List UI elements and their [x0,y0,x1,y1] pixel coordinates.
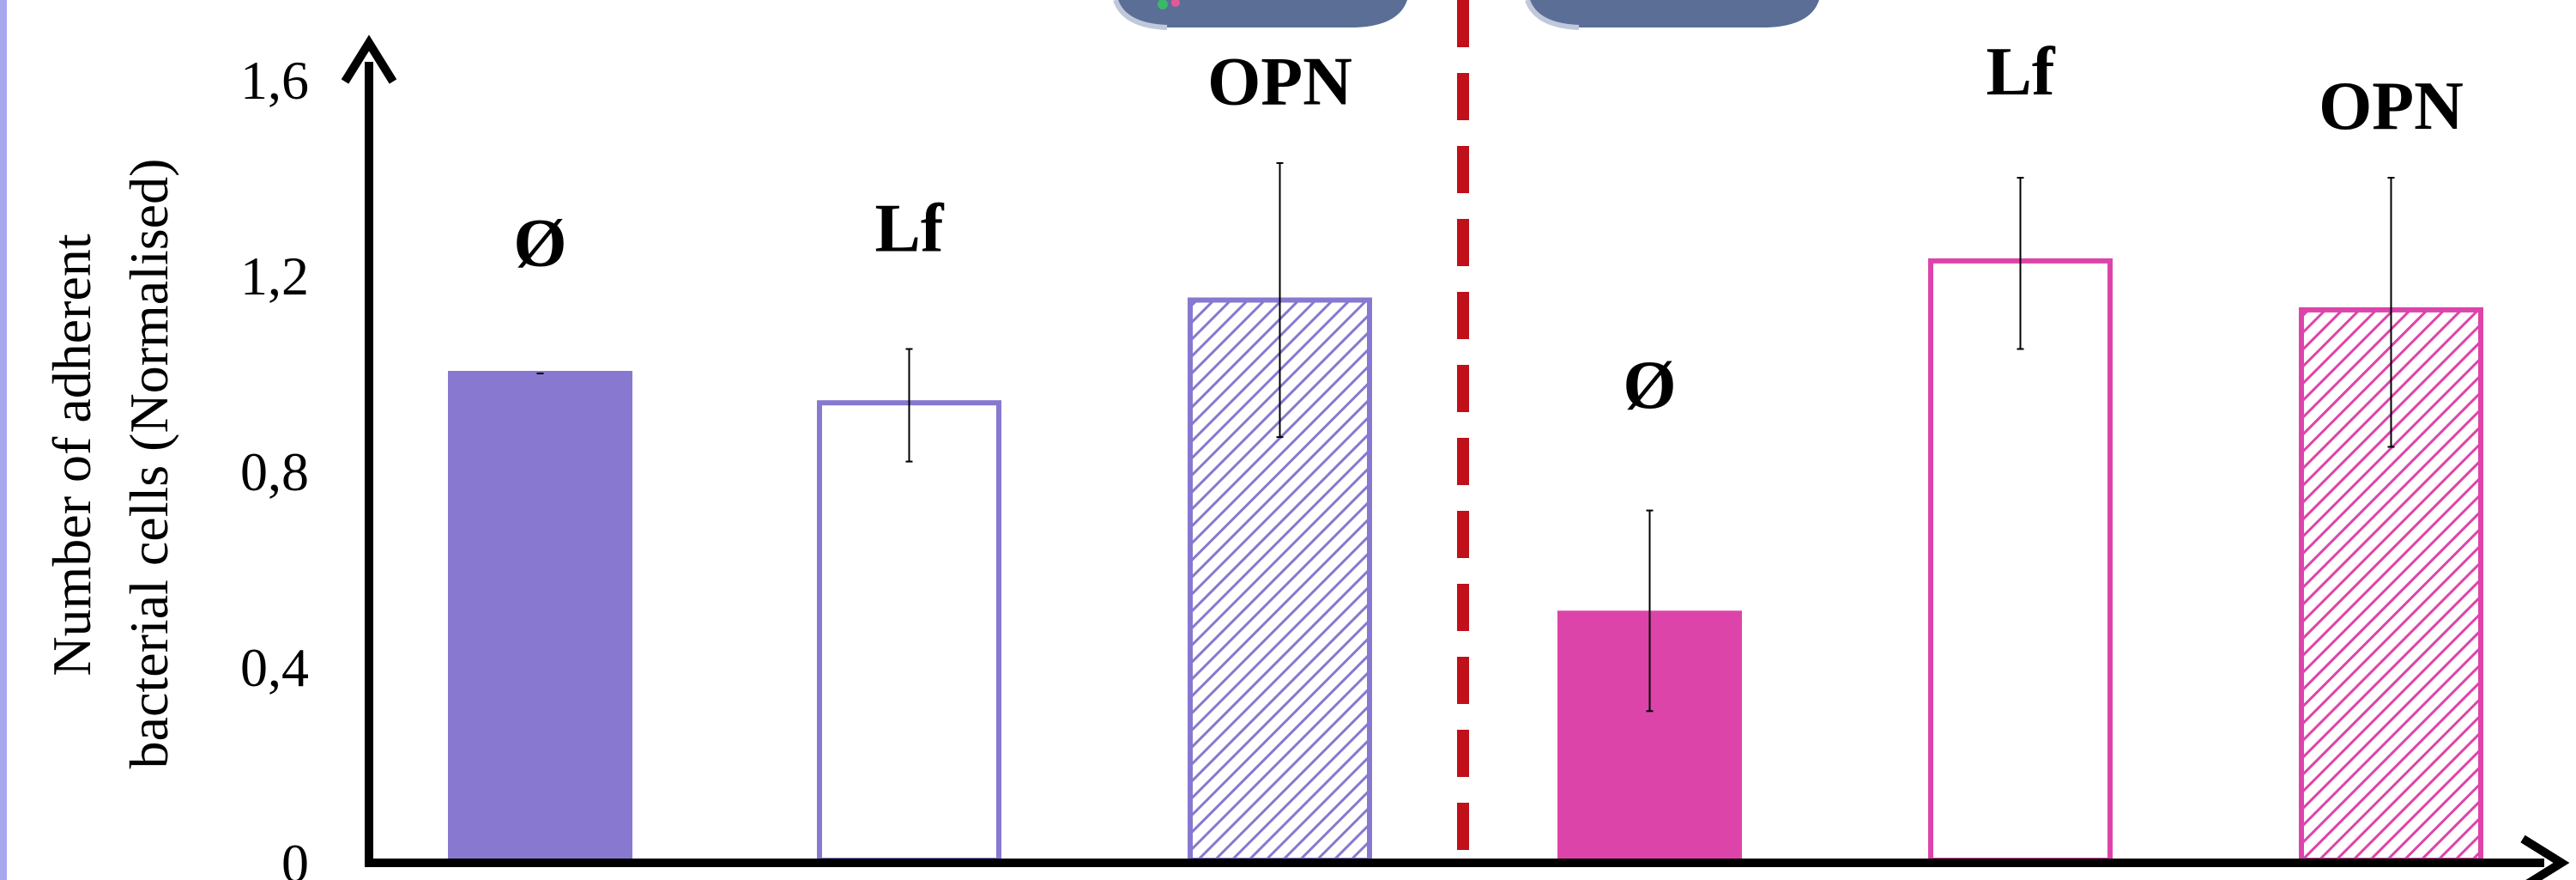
y-axis-label: Number of adherent [41,234,102,677]
bar-label: Lf [875,191,945,267]
y-axis-label-line-2: bacterial cells (Normalised) [118,159,179,769]
bar-labels: Ø Lf OPN Ø Lf OPN [513,34,2464,423]
y-tick-label: 1,2 [240,246,309,306]
bar-group1-control [448,371,632,863]
y-axis-label-line-1: Number of adherent [41,234,102,677]
y-axis-arrowhead [341,34,397,84]
y-tick-label: 0,4 [240,637,309,698]
y-tick-label: 0 [281,833,309,880]
bar-label: Lf [1986,34,2056,110]
bar-label: Ø [1623,348,1676,423]
cell-culture-icon-left [1113,0,1407,30]
bar-label: OPN [1207,45,1352,120]
bar-label: OPN [2319,69,2464,144]
y-tick-label: 0,8 [240,441,309,502]
y-tick-label: 1,6 [240,50,309,111]
bar-label: Ø [513,206,566,282]
error-bars [536,161,2395,713]
y-axis-ticks: 0 0,4 0,8 1,2 1,6 [240,50,309,880]
cell-culture-icon-right [1525,0,1819,30]
bar-group1-lf [817,400,1001,863]
left-edge-strip [0,0,7,880]
bar-group2-lf [1928,258,2113,863]
x-axis-arrowhead [2520,834,2570,880]
